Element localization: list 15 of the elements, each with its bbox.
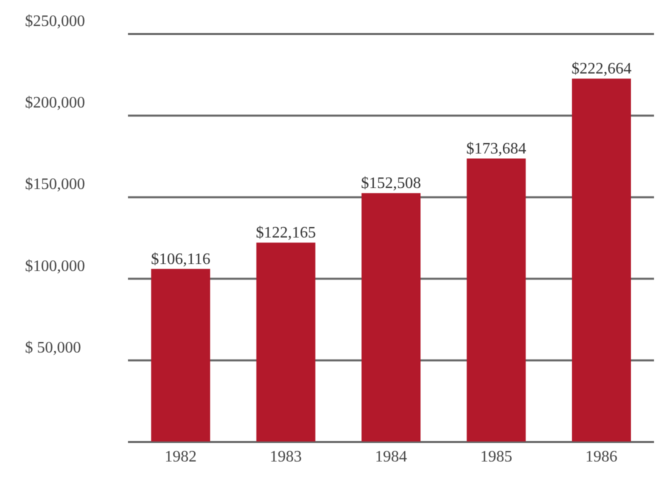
x-tick-label: 1982	[164, 448, 197, 466]
y-tick-label: $100,000	[25, 258, 85, 275]
data-label: $222,664	[571, 60, 632, 78]
x-tick-label: 1983	[270, 448, 302, 466]
x-tick-label: 1985	[480, 448, 512, 466]
y-tick-label: $150,000	[25, 176, 85, 194]
x-tick-label: 1984	[375, 448, 407, 466]
data-label: $173,684	[466, 140, 526, 158]
y-tick-label: $250,000	[25, 13, 85, 30]
y-tick-label: $200,000	[25, 94, 85, 112]
x-tick-label: 1986	[585, 448, 618, 466]
data-label: $122,165	[256, 224, 316, 242]
y-tick-label: $ 50,000	[25, 339, 81, 356]
data-label: $106,116	[150, 250, 210, 268]
data-label: $152,508	[361, 175, 422, 192]
